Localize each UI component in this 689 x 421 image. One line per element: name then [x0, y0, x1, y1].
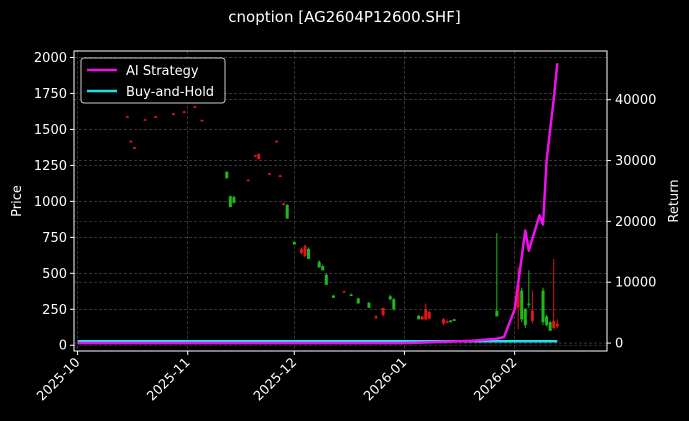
- legend: AI Strategy Buy-and-Hold: [80, 57, 226, 104]
- candle-body: [548, 322, 552, 331]
- candle-body: [520, 290, 524, 320]
- candle-body: [374, 316, 378, 318]
- candle-body: [367, 302, 371, 308]
- return-tick-label: 30000: [615, 154, 656, 169]
- candle-body: [445, 321, 449, 324]
- return-tick-label: 10000: [615, 276, 656, 291]
- candle-body: [321, 266, 325, 271]
- return-tick-label: 0: [615, 337, 623, 352]
- candle-body: [541, 290, 545, 323]
- candle-body: [292, 241, 296, 245]
- candle-body: [342, 291, 346, 293]
- ai-strategy-line: [77, 63, 559, 345]
- price-axis-label: Price: [10, 185, 25, 217]
- candle-body: [267, 173, 271, 175]
- candle-body: [278, 175, 282, 177]
- candle-body: [388, 296, 392, 300]
- candle-body: [129, 140, 133, 143]
- candle-body: [307, 248, 311, 259]
- candle-body: [182, 111, 186, 113]
- date-axis: 2025-10 2025-11 2025-12 2026-01 2026-02: [34, 351, 520, 404]
- candle-body: [154, 116, 158, 118]
- candle-body: [143, 119, 147, 121]
- legend-ai-strategy: AI Strategy: [126, 64, 199, 79]
- candlesticks: [125, 105, 559, 331]
- candle-body: [381, 307, 385, 316]
- date-tick-label: 2026-01: [361, 355, 410, 404]
- candle-body: [495, 310, 499, 317]
- price-tick-label: 1250: [34, 159, 67, 174]
- chart-title: cnoption [AG2604P12600.SHF]: [228, 8, 461, 26]
- candle-body: [331, 295, 335, 298]
- candle-body: [427, 312, 431, 319]
- price-tick-label: 1750: [34, 87, 67, 102]
- return-axis: 0 10000 20000 30000 40000: [607, 93, 656, 352]
- candle-body: [253, 155, 257, 157]
- candle-body: [392, 299, 396, 310]
- candle-body: [232, 197, 236, 203]
- candle-body: [545, 316, 549, 326]
- price-tick-label: 2000: [34, 51, 67, 66]
- candle-body: [420, 316, 424, 320]
- price-tick-label: 1500: [34, 123, 67, 138]
- candle-body: [225, 171, 229, 179]
- price-tick-label: 500: [42, 267, 67, 282]
- candle-body: [523, 309, 527, 326]
- candle-body: [246, 179, 250, 182]
- date-tick-label: 2025-11: [145, 355, 194, 404]
- date-tick-label: 2025-10: [34, 355, 83, 404]
- candle-body: [171, 113, 175, 116]
- candle-body: [527, 303, 531, 306]
- candle-body: [442, 319, 446, 324]
- candle-body: [424, 309, 428, 320]
- candle-body: [417, 315, 421, 320]
- legend-buy-and-hold: Buy-and-Hold: [126, 85, 214, 100]
- candle-body: [349, 294, 353, 297]
- price-tick-label: 250: [42, 303, 67, 318]
- candle-body: [516, 284, 520, 308]
- candle-body: [449, 320, 453, 323]
- candle-body: [132, 147, 136, 149]
- candle-body: [356, 298, 360, 304]
- candle-body: [552, 320, 556, 328]
- candle-body: [257, 153, 261, 159]
- candle-body: [228, 196, 232, 208]
- candle-body: [317, 261, 321, 268]
- return-lines: [77, 63, 559, 345]
- candle-body: [200, 120, 204, 122]
- candle-body: [324, 274, 328, 285]
- price-tick-label: 1000: [34, 195, 67, 210]
- candle-body: [282, 203, 286, 206]
- price-axis: 0 250 500 750 1000 1250 1500 1750 2000: [34, 51, 74, 354]
- return-axis-label: Return: [667, 179, 682, 222]
- candle-body: [275, 140, 279, 143]
- candle-body: [303, 245, 307, 257]
- return-tick-label: 20000: [615, 215, 656, 230]
- candle-body: [555, 323, 559, 327]
- candle-body: [299, 248, 303, 254]
- date-tick-label: 2025-12: [251, 355, 300, 404]
- return-tick-label: 40000: [615, 93, 656, 108]
- candle-body: [193, 106, 197, 108]
- price-tick-label: 0: [59, 339, 67, 354]
- candle-body: [125, 116, 129, 118]
- candle-body: [285, 204, 289, 219]
- candle-body: [530, 310, 534, 321]
- candle-body: [452, 319, 456, 321]
- price-tick-label: 750: [42, 231, 67, 246]
- date-tick-label: 2026-02: [471, 355, 520, 404]
